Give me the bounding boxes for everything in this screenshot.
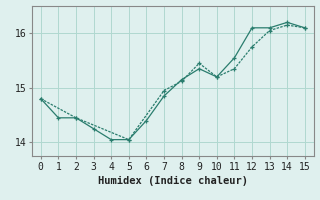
X-axis label: Humidex (Indice chaleur): Humidex (Indice chaleur): [98, 176, 248, 186]
